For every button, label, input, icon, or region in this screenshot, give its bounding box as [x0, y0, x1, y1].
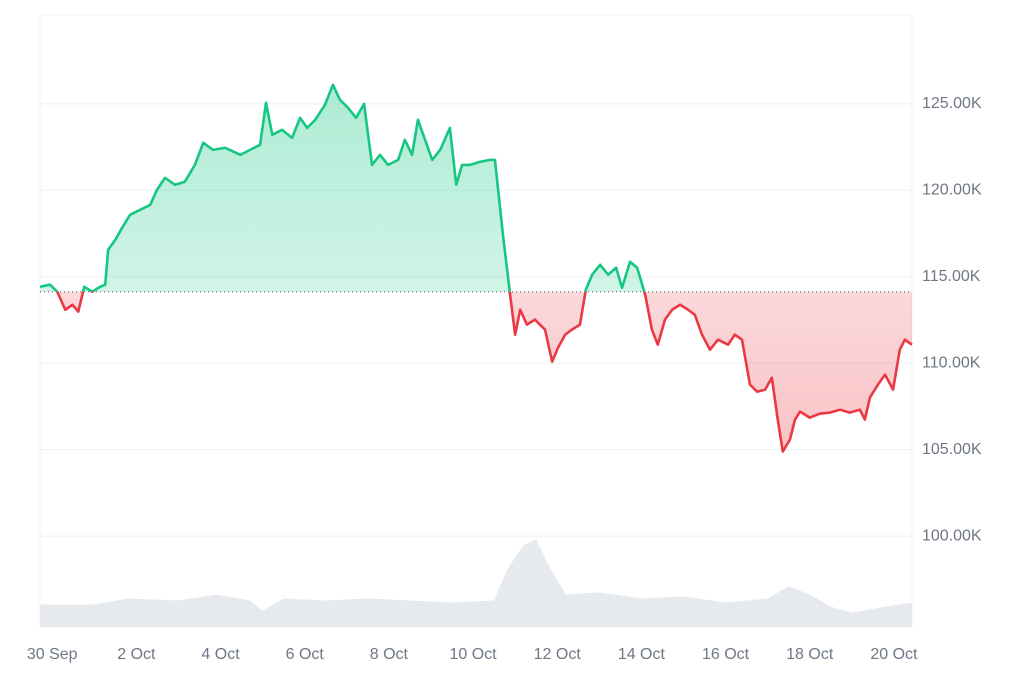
x-tick-label: 12 Oct	[534, 646, 582, 663]
area-below	[57, 291, 912, 452]
x-tick-label: 30 Sep	[27, 646, 78, 663]
x-tick-label: 10 Oct	[449, 646, 497, 663]
price-line-below	[55, 291, 913, 453]
y-tick-label: 100.00K	[922, 527, 982, 544]
x-tick-label: 18 Oct	[786, 646, 834, 663]
y-tick-label: 110.00K	[922, 354, 981, 371]
volume-area	[40, 539, 912, 627]
x-tick-label: 4 Oct	[201, 646, 240, 663]
x-tick-label: 20 Oct	[870, 646, 918, 663]
x-tick-label: 2 Oct	[117, 646, 156, 663]
y-tick-label: 115.00K	[922, 268, 981, 285]
area-above	[40, 84, 912, 292]
x-tick-label: 6 Oct	[286, 646, 325, 663]
price-line-above	[39, 83, 646, 292]
x-tick-label: 14 Oct	[618, 646, 666, 663]
y-tick-label: 105.00K	[922, 441, 982, 458]
x-tick-label: 8 Oct	[370, 646, 409, 663]
x-tick-label: 16 Oct	[702, 646, 750, 663]
y-tick-label: 125.00K	[922, 95, 982, 112]
y-tick-label: 120.00K	[922, 182, 982, 199]
